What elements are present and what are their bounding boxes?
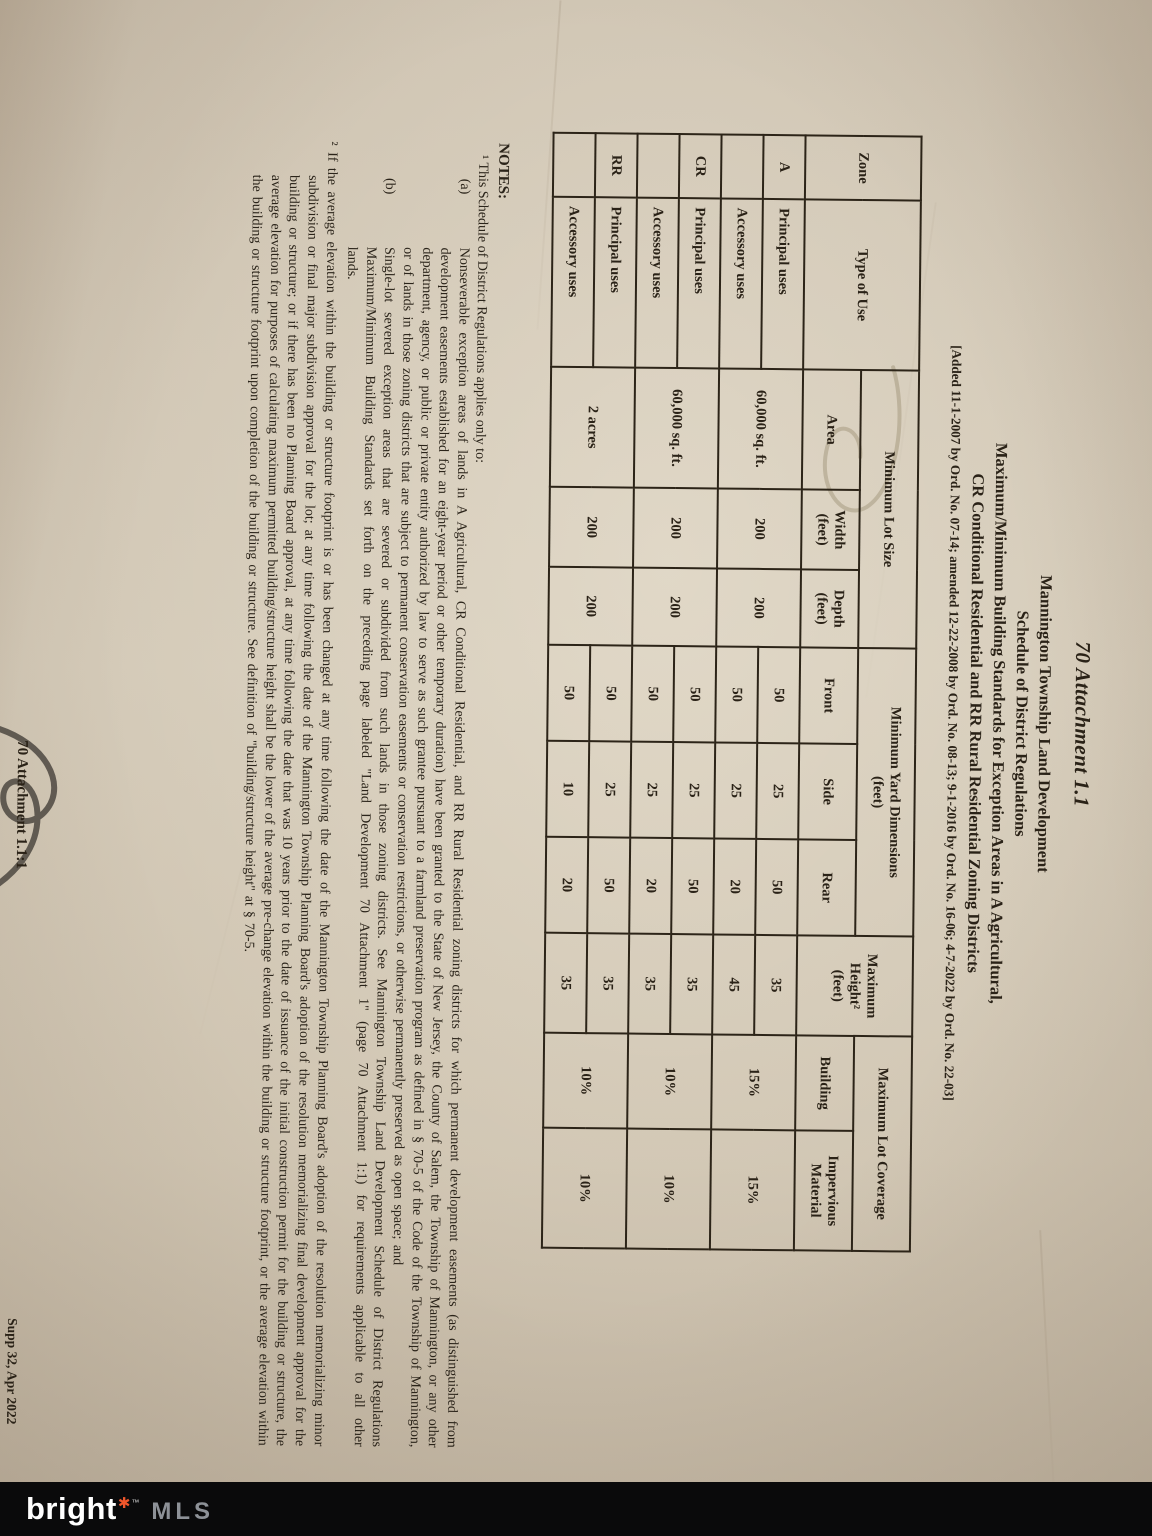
cell-height: 35 xyxy=(628,933,672,1035)
header-width-line1: Width xyxy=(831,510,848,550)
header-depth: Depth (feet) xyxy=(800,569,860,648)
cell-area: 60,000 sq. ft. xyxy=(633,367,720,489)
cell-zone-empty xyxy=(552,132,596,198)
header-max-height-line3: (feet) xyxy=(829,969,847,1002)
brand-star-icon: ✱ xyxy=(117,1495,131,1512)
header-width: Width (feet) xyxy=(801,489,860,570)
header-min-yard-line2: (feet) xyxy=(869,776,886,809)
cell-building: 10% xyxy=(543,1032,629,1129)
cell-side: 25 xyxy=(672,742,716,839)
header-area: Area xyxy=(801,369,862,490)
cell-area: 2 acres xyxy=(549,366,636,488)
document-heading: Mannington Township Land Development Sch… xyxy=(958,118,1063,1329)
cell-front: 50 xyxy=(631,645,675,743)
cell-rear: 20 xyxy=(713,838,757,935)
header-zone: Zone xyxy=(804,135,922,201)
page-number-label: 70 Attachment 1.1:1 xyxy=(12,740,31,870)
wire-shadow xyxy=(0,724,58,891)
notes-section: NOTES: ¹ This Schedule of District Regul… xyxy=(234,111,513,1449)
cell-rear: 50 xyxy=(671,838,715,935)
header-impervious-line1: Impervious xyxy=(824,1155,841,1227)
cell-building: 10% xyxy=(627,1033,713,1130)
cell-use: Principal uses xyxy=(593,197,637,368)
cell-rear: 20 xyxy=(545,836,589,934)
district-regulations-table: Zone Type of Use Minimum Lot Size Minimu… xyxy=(541,132,923,1253)
cell-use: Principal uses xyxy=(761,198,805,370)
cell-width: 200 xyxy=(633,487,718,569)
header-max-height: Maximum Height² (feet) xyxy=(796,935,914,1037)
cell-side: 25 xyxy=(630,741,674,839)
header-impervious: Impervious Material xyxy=(793,1130,854,1251)
cell-impervious: 10% xyxy=(625,1128,712,1250)
note-1b-label: (b) xyxy=(382,177,398,195)
cell-rear: 20 xyxy=(629,837,673,935)
supplement-date-label: Supp 32, Apr 2022 xyxy=(4,1318,21,1425)
table-header-group-row: Zone Type of Use Minimum Lot Size Minimu… xyxy=(796,135,922,1252)
cell-height: 35 xyxy=(586,933,630,1034)
header-type-of-use: Type of Use xyxy=(803,199,921,371)
bright-mls-watermark-bar: bright ✱ ™ MLS xyxy=(0,1482,1152,1536)
cell-impervious: 15% xyxy=(709,1129,796,1251)
cell-impervious: 10% xyxy=(541,1127,628,1249)
header-max-height-line2: Height² xyxy=(846,962,864,1010)
cell-height: 35 xyxy=(544,932,588,1034)
header-max-height-line1: Maximum xyxy=(863,953,881,1019)
bright-mls-logo: bright ✱ ™ MLS xyxy=(26,1491,214,1527)
cell-front: 50 xyxy=(715,646,759,743)
cell-front: 50 xyxy=(757,646,801,744)
brand-name-text: bright xyxy=(26,1491,117,1526)
cell-use: Principal uses xyxy=(677,198,721,369)
cell-height: 35 xyxy=(670,934,714,1035)
header-front: Front xyxy=(799,647,859,744)
header-max-lot-coverage: Maximum Lot Coverage xyxy=(851,1035,913,1252)
trademark-symbol: ™ xyxy=(131,1498,140,1507)
cell-side: 25 xyxy=(756,742,800,840)
cell-front: 50 xyxy=(547,644,591,742)
header-rear: Rear xyxy=(797,839,857,936)
cell-area: 60,000 sq. ft. xyxy=(717,368,804,490)
header-building: Building xyxy=(795,1035,855,1131)
header-side: Side xyxy=(798,743,858,840)
header-impervious-line2: Material xyxy=(807,1163,824,1218)
note-1a-text: Nonseverable exception areas of lands in… xyxy=(389,247,472,1448)
cell-use: Accessory uses xyxy=(635,197,679,369)
cell-depth: 200 xyxy=(632,567,718,647)
document-photo: 70 Attachment 1.1 Mannington Township La… xyxy=(0,0,1152,1482)
header-width-line2: (feet) xyxy=(814,513,831,546)
note-1a: (a) Nonseverable exception areas of land… xyxy=(385,112,473,1448)
header-min-yard-line1: Minimum Yard Dimensions xyxy=(885,706,904,878)
cell-width: 200 xyxy=(717,488,802,570)
cell-height: 45 xyxy=(712,934,756,1035)
header-depth-line2: (feet) xyxy=(813,592,830,625)
header-min-lot-size: Minimum Lot Size xyxy=(858,369,920,649)
cell-zone: RR xyxy=(594,133,638,198)
cell-rear: 50 xyxy=(587,837,631,934)
cell-rear: 50 xyxy=(755,838,799,936)
header-min-yard-dimensions: Minimum Yard Dimensions (feet) xyxy=(855,647,917,937)
cell-side: 25 xyxy=(714,742,758,839)
cell-depth: 200 xyxy=(716,568,802,648)
cell-use: Accessory uses xyxy=(719,198,763,369)
cell-depth: 200 xyxy=(548,566,634,646)
cell-height: 35 xyxy=(754,934,798,1036)
cell-zone-empty xyxy=(720,134,764,199)
attachment-title: 70 Attachment 1.1 xyxy=(1069,641,1096,808)
note-2: ² If the average elevation within the bu… xyxy=(241,141,340,1447)
cell-side: 10 xyxy=(546,740,590,838)
cell-front: 50 xyxy=(673,646,717,743)
brand-suffix-text: MLS xyxy=(151,1498,215,1525)
cell-building: 15% xyxy=(711,1034,797,1131)
cell-use: Accessory uses xyxy=(551,196,595,368)
cell-width: 200 xyxy=(549,486,634,568)
rotated-document-page: 70 Attachment 1.1 Mannington Township La… xyxy=(0,111,1096,1449)
cell-zone-empty xyxy=(636,133,680,199)
note-1a-label: (a) xyxy=(456,178,472,195)
cell-zone: CR xyxy=(678,134,722,199)
cell-zone: A xyxy=(762,134,806,200)
cell-side: 25 xyxy=(588,741,632,838)
header-depth-line1: Depth xyxy=(830,589,847,628)
cell-front: 50 xyxy=(589,645,633,742)
